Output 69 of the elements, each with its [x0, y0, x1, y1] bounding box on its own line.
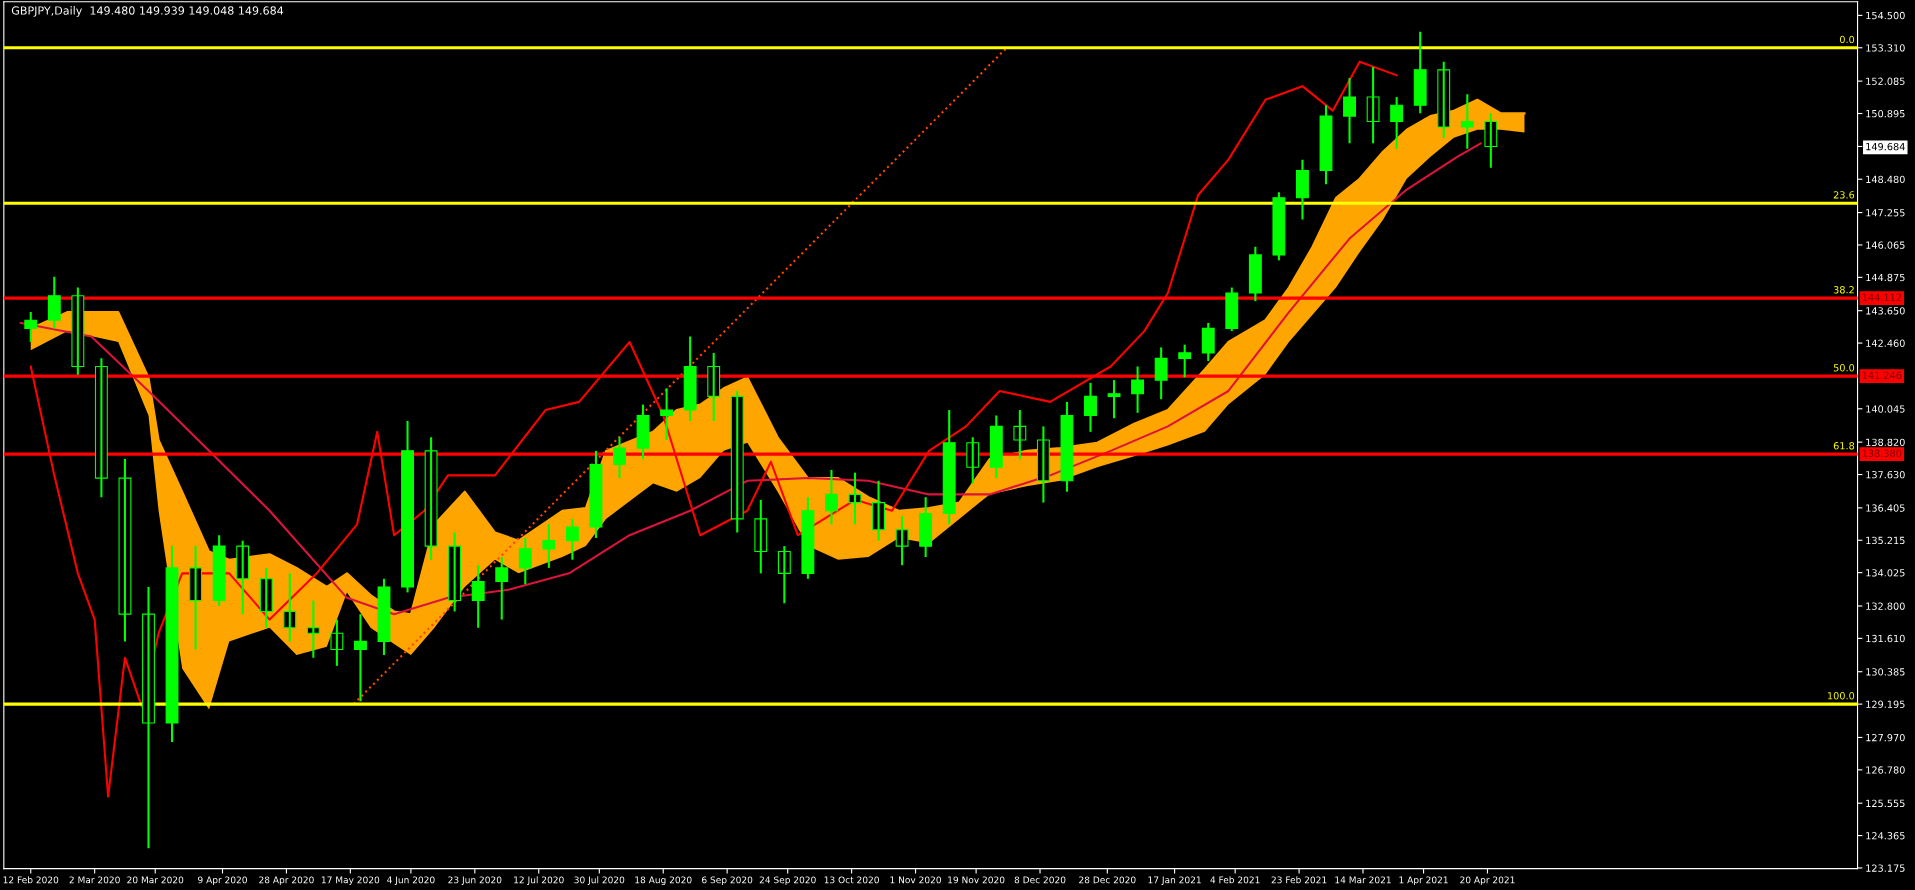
y-tick-label: 144.875 — [1866, 273, 1905, 282]
x-tick-label: 28 Apr 2020 — [259, 876, 314, 886]
x-tick-label: 17 Jan 2021 — [1148, 876, 1201, 885]
y-tick-label: 149.684 — [1866, 142, 1905, 151]
y-tick-label: 152.085 — [1866, 77, 1905, 85]
annotation: 23.6 — [1833, 191, 1855, 199]
y-tick-label: 153.310 — [1866, 44, 1905, 52]
annotation: 61.8 — [1833, 442, 1855, 450]
x-tick-label: 24 Sep 2020 — [759, 876, 816, 886]
y-tick-label: 150.895 — [1866, 109, 1905, 118]
candlestick — [1178, 343, 1192, 379]
candlestick — [660, 387, 674, 442]
x-tick-label: 17 May 2020 — [321, 876, 380, 886]
x-tick-label: 20 Apr 2021 — [1460, 876, 1515, 886]
annotation: 100.0 — [1828, 692, 1855, 700]
x-tick-label: 23 Feb 2021 — [1271, 876, 1327, 884]
candlestick — [377, 577, 391, 657]
y-tick-label: 148.480 — [1866, 175, 1905, 184]
annotation: 50.0 — [1833, 364, 1855, 372]
y-tick-label: 138.820 — [1866, 438, 1905, 446]
y-tick-label: 123.175 — [1866, 864, 1905, 872]
candlestick — [848, 471, 862, 526]
x-tick-label: 14 Mar 2021 — [1335, 876, 1391, 884]
y-tick-label: 140.045 — [1866, 405, 1905, 413]
y-tick-label: 136.405 — [1866, 504, 1905, 512]
y-tick-label: 124.365 — [1866, 832, 1905, 840]
x-tick-label: 4 Jun 2020 — [387, 876, 435, 885]
candlestick — [1319, 104, 1333, 186]
y-tick-label: 131.610 — [1866, 634, 1905, 643]
x-tick-label: 19 Nov 2020 — [948, 876, 1005, 884]
line-series — [19, 142, 1482, 616]
y-tick-label: 137.630 — [1866, 471, 1905, 479]
x-tick-label: 9 Apr 2020 — [198, 876, 247, 886]
ref-line-label: 141.246 — [1862, 371, 1902, 379]
x-tick-label: 23 Jun 2020 — [448, 876, 502, 885]
y-tick-label: 129.195 — [1866, 700, 1905, 708]
chart-title: GBPJPY,Daily 149.480 149.939 149.048 149.684 — [11, 6, 284, 17]
y-tick-label: 147.255 — [1866, 209, 1905, 217]
x-tick-label: 6 Sep 2020 — [702, 876, 753, 886]
y-tick-label: 134.025 — [1866, 569, 1905, 577]
y-tick-label: 146.065 — [1866, 241, 1905, 249]
x-tick-label: 2 Mar 2020 — [69, 876, 120, 884]
candlestick — [1460, 93, 1474, 150]
x-tick-label: 1 Nov 2020 — [890, 876, 941, 884]
x-tick-label: 12 Feb 2020 — [3, 876, 59, 884]
y-tick-label: 132.800 — [1866, 602, 1905, 610]
annotation: 38.2 — [1833, 286, 1854, 294]
ref-line-label: 144.112 — [1862, 293, 1901, 301]
x-tick-label: 18 Aug 2020 — [635, 876, 692, 886]
y-tick-label: 126.780 — [1866, 766, 1905, 774]
annotation: 0.0 — [1839, 35, 1855, 44]
y-tick-label: 154.500 — [1866, 11, 1905, 20]
x-tick-label: 20 Mar 2020 — [127, 876, 184, 884]
x-tick-label: 12 Jul 2020 — [514, 876, 564, 885]
y-tick-label: 130.385 — [1866, 668, 1905, 676]
ref-line-label: 138.380 — [1862, 449, 1902, 457]
y-tick-label: 125.555 — [1866, 799, 1905, 808]
y-tick-label: 135.215 — [1866, 536, 1905, 545]
y-tick-label: 143.650 — [1866, 307, 1905, 315]
y-tick-label: 142.460 — [1866, 339, 1905, 347]
candlestick — [306, 599, 320, 659]
y-tick-label: 127.970 — [1866, 733, 1905, 742]
x-tick-label: 28 Dec 2020 — [1079, 876, 1136, 884]
candlestick — [1107, 379, 1121, 420]
x-tick-label: 13 Oct 2020 — [824, 876, 879, 884]
x-tick-label: 1 Apr 2021 — [1399, 876, 1448, 886]
x-tick-label: 4 Feb 2021 — [1210, 876, 1260, 884]
x-tick-label: 30 Jul 2020 — [574, 876, 625, 885]
x-tick-label: 8 Dec 2020 — [1014, 876, 1066, 884]
